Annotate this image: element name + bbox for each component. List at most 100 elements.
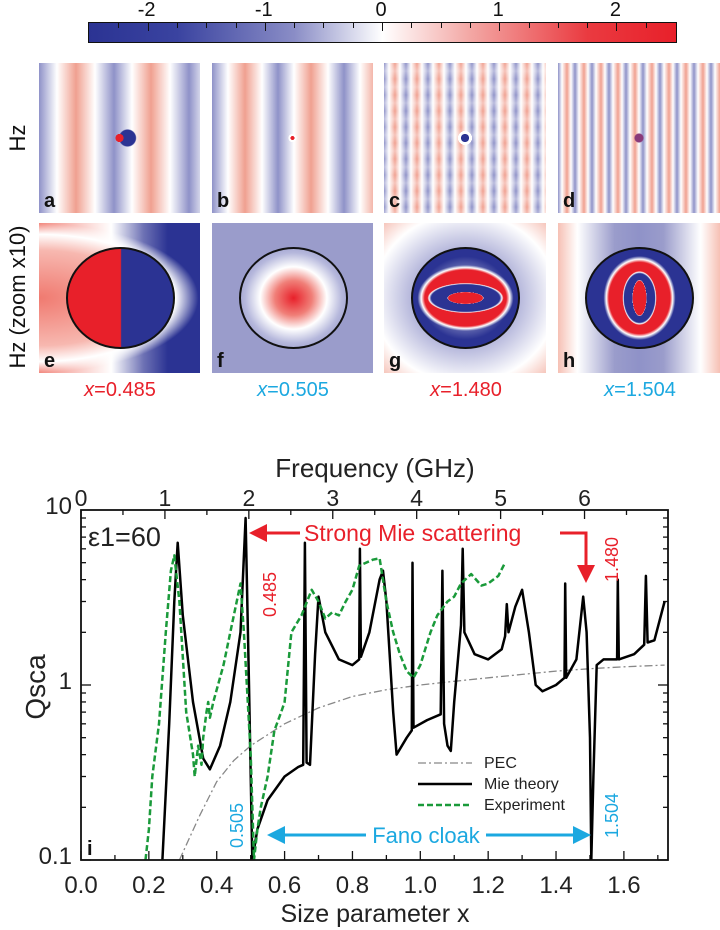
x2-tick-label: 3 (326, 485, 339, 511)
colorbar-tick-label: 1 (492, 0, 504, 21)
panel-label: d (563, 190, 576, 212)
field-map-d: d (558, 63, 720, 213)
x-symbol: x (430, 379, 441, 401)
label-0505: 0.505 (227, 803, 247, 848)
colorbar-tick (264, 23, 266, 31)
y-tick-label: 0.1 (39, 843, 72, 870)
panel-label: a (44, 190, 56, 212)
y-tick-label: 1 (59, 668, 72, 695)
field-map-f: f (212, 223, 373, 373)
size-value: =0.485 (94, 379, 156, 401)
scatterer-circle (66, 247, 175, 349)
tick-labels: 0.0 0.2 0.4 0.6 0.8 1.0 1.2 1.4 1.6 0 1 2 3 4 5 6 0.1 1 10 (39, 485, 641, 899)
colorbar-tick (176, 23, 178, 28)
x-tick-label: 1.4 (539, 872, 572, 899)
colorbar-tick (294, 23, 296, 28)
size-label-d-h: x=1.504 (604, 378, 676, 402)
x-tick-label: 0.6 (268, 872, 301, 899)
colorbar-tick (557, 23, 559, 28)
field-map-c: c (384, 63, 546, 213)
fano-cloak-label: Fano cloak (372, 823, 481, 848)
colorbar-tick (382, 23, 383, 31)
size-label-c-g: x=1.480 (430, 378, 502, 402)
colorbar-tick (323, 23, 325, 28)
legend-label-experiment: Experiment (484, 797, 565, 814)
colorbar-tick (528, 23, 530, 28)
colorbar-tick (499, 23, 501, 31)
x-tick-label: 0.4 (200, 872, 233, 899)
x2-tick-label: 5 (494, 485, 507, 511)
strong-mie-label: Strong Mie scattering (304, 520, 521, 546)
colorbar-tick-label: 2 (609, 0, 621, 21)
colorbar-tick (147, 23, 149, 31)
legend: PEC Mie theory Experiment (418, 755, 565, 814)
scatterer-circle (239, 247, 348, 349)
panel-label: c (389, 190, 401, 212)
epsilon-annotation: ε1=60 (88, 522, 161, 552)
panel-label: e (44, 350, 56, 372)
colorbar-tick-label: -2 (137, 0, 156, 21)
field-map-h: h (558, 223, 720, 373)
x-symbol: x (84, 379, 95, 401)
size-value: =1.480 (440, 379, 502, 401)
colorbar-tick (645, 23, 647, 28)
field-map-e: e (39, 223, 200, 373)
arrow-to-1480 (560, 531, 595, 583)
x-axis-title: Size parameter x (281, 900, 470, 928)
colorbar-tick (469, 23, 471, 28)
colorbar-tick (587, 23, 589, 28)
scatterer-circle (585, 247, 694, 349)
size-label-a-e: x=0.485 (84, 378, 156, 402)
x2-tick-label: 4 (410, 485, 423, 511)
x-tick-label: 0.2 (132, 872, 165, 899)
x-symbol: x (257, 379, 268, 401)
size-value: =1.504 (614, 379, 676, 401)
panel-label: g (389, 350, 402, 372)
panel-label: h (563, 350, 576, 372)
y-tick-label: 10 (45, 493, 72, 520)
panel-label: b (217, 190, 230, 212)
y-axis-title: Qsca (20, 654, 51, 720)
panel-label: f (217, 350, 224, 372)
x2-tick-label: 6 (578, 485, 591, 511)
x2-axis-title: Frequency (GHz) (275, 453, 474, 483)
size-label-b-f: x=0.505 (257, 378, 329, 402)
colorbar-tick (235, 23, 237, 28)
legend-label-pec: PEC (484, 755, 517, 772)
colorbar-tick-label: 0 (375, 0, 387, 21)
label-1504: 1.504 (602, 793, 622, 838)
x2-tick-label: 1 (159, 485, 172, 511)
label-0485: 0.485 (260, 572, 280, 617)
colorbar-tick (118, 23, 120, 28)
x-tick-label: 0.0 (64, 872, 97, 899)
colorbar-tick (352, 23, 354, 28)
legend-label-mie: Mie theory (484, 776, 559, 793)
colorbar-tick (616, 23, 618, 31)
x-tick-label: 1.0 (404, 872, 437, 899)
plot-frame (80, 509, 669, 861)
axis-ticks (80, 510, 668, 861)
field-map-b: b (212, 63, 373, 213)
field-map-a: a (39, 63, 200, 213)
colorbar (88, 22, 677, 43)
field-map-g: g (384, 223, 546, 373)
colorbar-tick-label: -1 (254, 0, 273, 21)
x-tick-label: 1.6 (607, 872, 640, 899)
x-tick-label: 0.8 (336, 872, 369, 899)
colorbar-tick (440, 23, 442, 28)
curves (144, 516, 666, 860)
x-symbol: x (604, 379, 615, 401)
x2-tick-label: 0 (75, 485, 88, 511)
colorbar-tick (206, 23, 208, 28)
series-mie-theory (161, 516, 666, 860)
size-value: =0.505 (267, 379, 329, 401)
scatterer-circle (411, 247, 520, 349)
colorbar-tick (411, 23, 413, 28)
x-tick-label: 1.2 (471, 872, 504, 899)
x2-tick-label: 2 (242, 485, 255, 511)
panel-label-i: i (87, 838, 93, 860)
label-1480: 1.480 (602, 537, 622, 582)
series-experiment (144, 554, 507, 860)
